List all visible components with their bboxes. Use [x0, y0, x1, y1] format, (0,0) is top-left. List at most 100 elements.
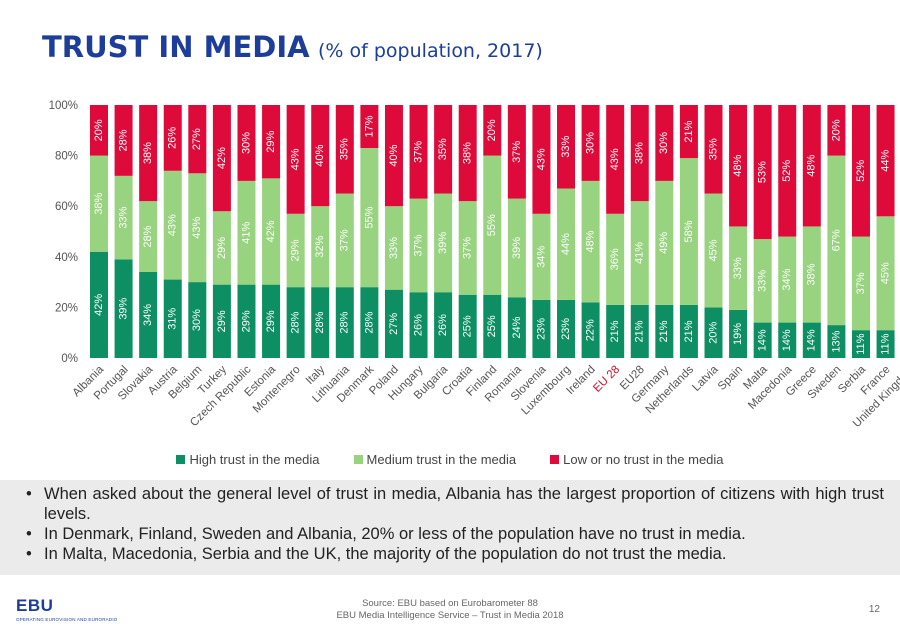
data-label: 21%	[658, 320, 670, 342]
bar-segment-medium	[851, 236, 870, 331]
data-label: 26%	[437, 314, 449, 336]
finding-bullet: In Denmark, Finland, Sweden and Albania,…	[26, 524, 884, 544]
bar-segment-medium	[557, 188, 576, 300]
data-label: 37%	[339, 229, 351, 251]
bar-segment-high	[163, 279, 182, 358]
bar-segment-low	[778, 105, 797, 237]
data-label: 22%	[585, 319, 597, 341]
chart-legend: High trust in the media Medium trust in …	[0, 452, 900, 467]
data-label: 21%	[683, 120, 695, 142]
data-label: 14%	[806, 329, 818, 351]
data-label: 37%	[412, 234, 424, 256]
data-label: 11%	[855, 333, 867, 354]
bar-segment-high	[532, 299, 551, 358]
data-label: 28%	[363, 311, 375, 333]
bar-segment-low	[237, 105, 256, 181]
data-label: 42%	[216, 147, 228, 169]
bar-segment-medium	[655, 180, 674, 305]
ebu-logo-tagline: OPERATING EUROVISION AND EURORADIO	[16, 617, 118, 622]
data-label: 37%	[462, 237, 474, 259]
y-tick-label: 60%	[55, 201, 78, 213]
data-label: 21%	[683, 320, 695, 342]
key-findings-panel: When asked about the general level of tr…	[0, 480, 900, 575]
bar-segment-medium	[237, 180, 256, 285]
bar-segment-low	[483, 105, 502, 156]
bar-segment-low	[507, 105, 526, 199]
bar-segment-high	[606, 304, 625, 358]
data-label: 27%	[388, 313, 400, 335]
data-label: 42%	[93, 294, 105, 316]
bar-segment-high	[139, 271, 158, 358]
data-label: 37%	[855, 272, 867, 294]
data-label: 35%	[339, 138, 351, 160]
data-label: 55%	[363, 206, 375, 228]
data-label: 20%	[830, 119, 842, 141]
bar-segment-medium	[311, 206, 330, 288]
data-label: 52%	[781, 160, 793, 182]
data-label: 52%	[855, 160, 867, 182]
data-label: 43%	[290, 148, 302, 170]
bar-segment-high	[90, 251, 108, 358]
data-label: 43%	[535, 148, 547, 170]
data-label: 33%	[388, 237, 400, 259]
bar-segment-low	[335, 105, 354, 194]
data-label: 20%	[486, 119, 498, 141]
bar-segment-medium	[114, 175, 133, 260]
data-label: 38%	[634, 142, 646, 164]
bar-segment-medium	[827, 155, 846, 326]
bar-segment-low	[286, 105, 305, 214]
bar-segment-medium	[163, 170, 182, 280]
bar-segment-low	[434, 105, 453, 194]
page-number: 12	[868, 604, 880, 615]
data-label: 40%	[388, 144, 400, 166]
data-label: 25%	[486, 315, 498, 337]
data-label: 38%	[806, 263, 818, 285]
data-label: 33%	[757, 270, 769, 292]
bar-segment-high	[557, 299, 576, 358]
bar-segment-low	[360, 105, 379, 149]
stacked-bar-chart: 0%20%40%60%80%100%42%38%20%Albania39%33%…	[49, 100, 900, 430]
x-category-label: EU 28	[591, 364, 622, 395]
ebu-logo: EBU OPERATING EUROVISION AND EURORADIO	[16, 596, 117, 622]
bar-segment-low	[114, 105, 133, 176]
bar-segment-medium	[458, 201, 477, 295]
data-label: 43%	[191, 216, 203, 238]
data-label: 29%	[240, 310, 252, 332]
bar-segment-low	[876, 105, 895, 217]
legend-label-low: Low or no trust in the media	[563, 452, 724, 467]
bar-segment-medium	[262, 178, 281, 285]
bar-segment-high	[851, 330, 870, 358]
data-label: 28%	[290, 311, 302, 333]
x-category-label: Latvia	[690, 363, 721, 394]
data-label: 20%	[93, 119, 105, 141]
data-label: 33%	[732, 257, 744, 279]
data-label: 29%	[216, 237, 228, 259]
data-label: 48%	[732, 155, 744, 177]
data-label: 27%	[191, 128, 203, 150]
y-tick-label: 0%	[61, 353, 78, 365]
data-label: 34%	[535, 246, 547, 268]
bar-segment-low	[212, 105, 231, 212]
data-label: 39%	[511, 237, 523, 259]
bar-segment-low	[753, 105, 772, 240]
data-label: 67%	[830, 229, 842, 251]
bar-segment-low	[802, 105, 821, 227]
data-label: 26%	[412, 314, 424, 336]
data-label: 28%	[117, 129, 129, 151]
bar-segment-low	[827, 105, 846, 156]
data-label: 34%	[781, 268, 793, 290]
data-label: 42%	[265, 220, 277, 242]
key-findings-list: When asked about the general level of tr…	[0, 480, 900, 564]
data-label: 55%	[486, 214, 498, 236]
bar-segment-high	[286, 287, 305, 358]
legend-item-low: Low or no trust in the media	[550, 452, 724, 467]
bar-segment-high	[483, 294, 502, 358]
data-label: 32%	[314, 235, 326, 257]
data-label: 39%	[117, 297, 129, 319]
legend-item-high: High trust in the media	[176, 452, 320, 467]
bar-segment-medium	[409, 198, 428, 293]
data-label: 38%	[93, 192, 105, 214]
bar-segment-high	[778, 322, 797, 358]
data-label: 38%	[462, 142, 474, 164]
bar-segment-high	[335, 287, 354, 358]
